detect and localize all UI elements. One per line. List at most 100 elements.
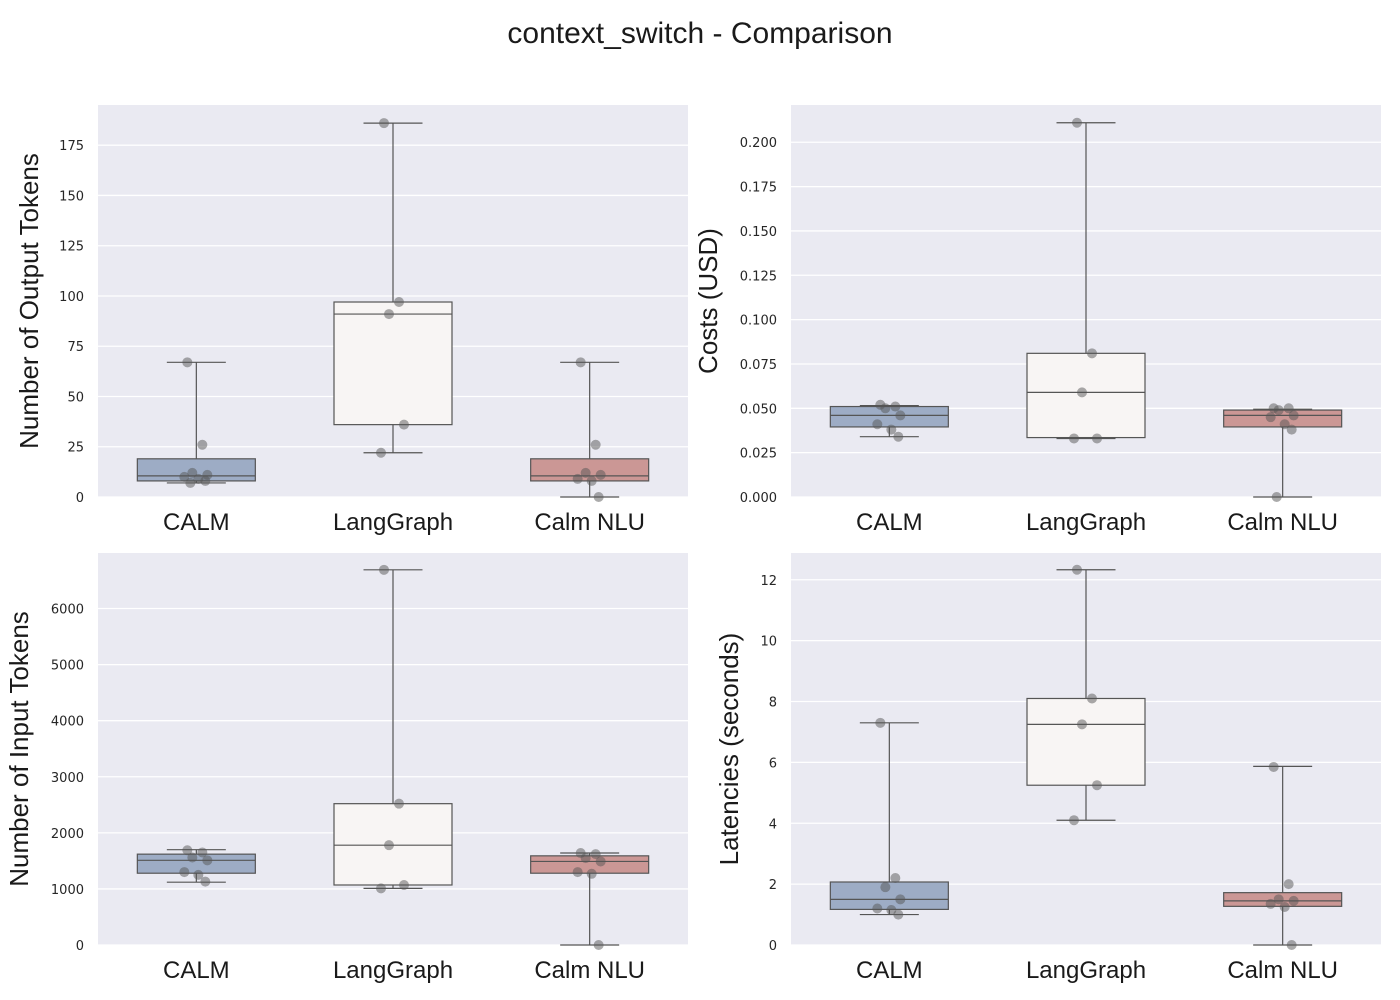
y-tick-label: 150 bbox=[59, 189, 84, 204]
data-point bbox=[1077, 387, 1087, 397]
y-tick-label: 8 bbox=[769, 696, 777, 711]
data-point bbox=[376, 883, 386, 893]
data-point bbox=[875, 718, 885, 728]
y-tick-label: 6 bbox=[769, 756, 777, 771]
y-tick-label: 125 bbox=[59, 240, 84, 255]
x-tick-label: LangGraph bbox=[1026, 509, 1146, 536]
data-point bbox=[1266, 899, 1276, 909]
x-tick-label: LangGraph bbox=[333, 509, 453, 536]
data-point bbox=[587, 869, 597, 879]
data-point bbox=[200, 877, 210, 887]
data-point bbox=[384, 840, 394, 850]
data-point bbox=[573, 867, 583, 877]
data-point bbox=[1289, 410, 1299, 420]
data-point bbox=[182, 357, 192, 367]
data-point bbox=[399, 880, 409, 890]
y-axis-label: Costs (USD) bbox=[693, 228, 723, 374]
data-point bbox=[594, 940, 604, 950]
subplot-bottom-left: 0 1000 2000 3000 4000 5000 6000 CALM LangGraph Ca… bbox=[4, 553, 688, 984]
figure-title: context_switch - Comparison bbox=[507, 17, 892, 50]
data-point bbox=[179, 867, 189, 877]
data-point bbox=[893, 910, 903, 920]
y-tick-label: 3000 bbox=[51, 771, 84, 786]
data-point bbox=[379, 118, 389, 128]
data-point bbox=[394, 799, 404, 809]
subplot-top-left: 0 25 50 75 100 125 150 175 CALM LangGraph Calm NLU… bbox=[14, 105, 688, 536]
data-point bbox=[591, 440, 601, 450]
data-point bbox=[893, 432, 903, 442]
data-point bbox=[376, 448, 386, 458]
data-point bbox=[596, 856, 606, 866]
y-tick-label: 12 bbox=[760, 574, 777, 589]
iqr-box bbox=[1027, 353, 1145, 437]
y-tick-label: 0 bbox=[769, 939, 777, 954]
data-point bbox=[1269, 762, 1279, 772]
y-axis-label: Number of Output Tokens bbox=[14, 153, 44, 449]
y-tick-label: 1000 bbox=[51, 883, 84, 898]
data-point bbox=[379, 565, 389, 575]
y-tick-label: 50 bbox=[67, 390, 84, 405]
data-point bbox=[890, 402, 900, 412]
x-tick-label: CALM bbox=[856, 957, 923, 984]
y-tick-label: 75 bbox=[67, 340, 84, 355]
data-point bbox=[185, 478, 195, 488]
data-point bbox=[581, 853, 591, 863]
data-point bbox=[1266, 412, 1276, 422]
data-point bbox=[1092, 780, 1102, 790]
data-point bbox=[384, 309, 394, 319]
data-point bbox=[872, 903, 882, 913]
data-point bbox=[1284, 879, 1294, 889]
x-tick-label: CALM bbox=[856, 509, 923, 536]
data-point bbox=[895, 410, 905, 420]
data-point bbox=[394, 297, 404, 307]
x-tick-label: Calm NLU bbox=[1227, 509, 1338, 536]
x-tick-label: LangGraph bbox=[1026, 957, 1146, 984]
data-point bbox=[1287, 425, 1297, 435]
data-point bbox=[1087, 693, 1097, 703]
y-tick-label: 10 bbox=[760, 635, 777, 650]
data-point bbox=[1087, 348, 1097, 358]
y-tick-label: 100 bbox=[59, 290, 84, 305]
data-point bbox=[880, 882, 890, 892]
data-point bbox=[576, 357, 586, 367]
data-point bbox=[1069, 433, 1079, 443]
data-point bbox=[594, 492, 604, 502]
data-point bbox=[872, 419, 882, 429]
x-tick-label: CALM bbox=[163, 509, 230, 536]
y-tick-label: 0.175 bbox=[740, 181, 777, 196]
data-point bbox=[187, 853, 197, 863]
data-point bbox=[895, 894, 905, 904]
x-tick-label: Calm NLU bbox=[534, 957, 645, 984]
subplot-bottom-right: 0 2 4 6 8 10 12 CALM LangGraph Calm NLU Latencies … bbox=[714, 553, 1381, 984]
data-point bbox=[1280, 902, 1290, 912]
y-tick-label: 0 bbox=[76, 939, 84, 954]
data-point bbox=[1274, 405, 1284, 415]
y-tick-label: 0 bbox=[76, 491, 84, 506]
iqr-box bbox=[334, 302, 452, 425]
data-point bbox=[1289, 896, 1299, 906]
y-tick-label: 0.100 bbox=[740, 314, 777, 329]
data-point bbox=[880, 403, 890, 413]
y-tick-label: 25 bbox=[67, 441, 84, 456]
data-point bbox=[1287, 940, 1297, 950]
y-tick-label: 2000 bbox=[51, 827, 84, 842]
y-tick-label: 0.000 bbox=[740, 491, 777, 506]
y-tick-label: 0.050 bbox=[740, 402, 777, 417]
y-tick-label: 4 bbox=[769, 817, 777, 832]
data-point bbox=[202, 855, 212, 865]
data-point bbox=[587, 476, 597, 486]
y-tick-label: 0.025 bbox=[740, 447, 777, 462]
data-point bbox=[1077, 719, 1087, 729]
y-tick-label: 5000 bbox=[51, 659, 84, 674]
data-point bbox=[581, 468, 591, 478]
y-tick-label: 175 bbox=[59, 139, 84, 154]
data-point bbox=[1069, 815, 1079, 825]
subplot-top-right: 0.000 0.025 0.050 0.075 0.100 0.125 0.150 0.175… bbox=[693, 105, 1381, 536]
x-tick-label: LangGraph bbox=[333, 957, 453, 984]
y-tick-label: 0.150 bbox=[740, 225, 777, 240]
iqr-box bbox=[1027, 698, 1145, 785]
data-point bbox=[886, 425, 896, 435]
data-point bbox=[197, 440, 207, 450]
